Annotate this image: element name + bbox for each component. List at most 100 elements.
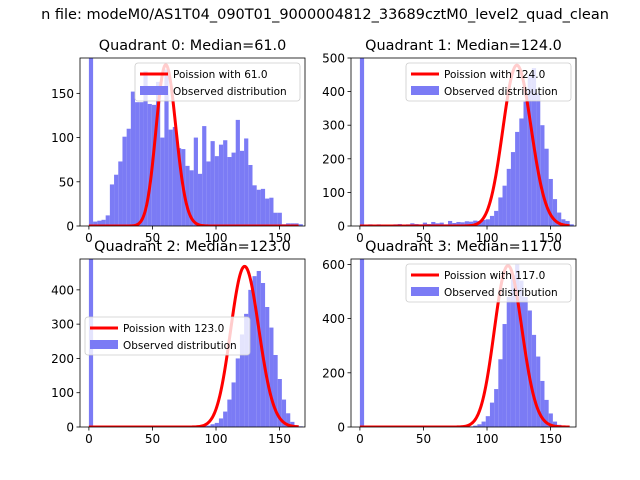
- x-tick-label: 150: [268, 432, 291, 446]
- legend-label-poisson: Poission with 123.0: [123, 323, 224, 335]
- histogram-bar: [481, 421, 486, 427]
- histogram-bar: [273, 355, 278, 427]
- y-tick-label: 200: [322, 152, 345, 166]
- histogram-bar: [536, 93, 541, 226]
- axes-frame: [79, 258, 306, 428]
- histogram-bar: [227, 399, 232, 427]
- histogram-bar: [506, 296, 511, 427]
- legend-bar-swatch: [411, 86, 439, 95]
- histogram-bar: [244, 138, 249, 226]
- x-tick-label: 0: [85, 231, 93, 245]
- poisson-curve: [359, 264, 570, 427]
- histogram-bar: [431, 221, 436, 226]
- histogram-bar: [126, 128, 131, 226]
- histogram-bar: [523, 101, 528, 226]
- histogram-bar: [93, 221, 98, 226]
- histogram-bar: [277, 379, 282, 427]
- histogram-bar: [359, 259, 365, 427]
- histogram-bar: [109, 184, 115, 226]
- x-tick-label: 150: [539, 231, 562, 245]
- histogram-bar: [160, 137, 165, 226]
- y-tick-label: 150: [51, 87, 74, 101]
- y-tick-label: 100: [51, 131, 74, 145]
- legend-label-observed: Observed distribution: [173, 86, 287, 98]
- x-tick-label: 50: [416, 432, 431, 446]
- histogram-bar: [489, 402, 495, 427]
- legend-box: [134, 62, 301, 102]
- histogram-bar: [206, 425, 211, 427]
- histogram-bar: [248, 289, 253, 427]
- histogram-bar: [527, 74, 532, 226]
- x-tick-label: 100: [205, 432, 228, 446]
- histogram-bar: [485, 416, 490, 427]
- x-tick-label: 150: [268, 231, 291, 245]
- histogram-bar: [422, 222, 428, 226]
- histogram-bar: [468, 221, 474, 226]
- histogram-bar: [231, 382, 236, 427]
- histogram-bar: [231, 152, 236, 226]
- histogram-bar: [540, 380, 545, 427]
- quadrant-0-chart: 0 50 100 150 0 50 100 150 Quadrant 0: Median=61.…: [51, 38, 306, 245]
- x-tick-label: 0: [356, 231, 364, 245]
- histogram-bar: [548, 413, 553, 427]
- quadrant-3-legend: Poission with 117.0 Observed distribution: [405, 263, 572, 303]
- histogram-bar: [544, 148, 549, 226]
- histogram-bar: [515, 264, 520, 427]
- histogram-bar: [565, 220, 570, 226]
- x-tick-label: 50: [145, 231, 160, 245]
- histogram-bar: [235, 119, 240, 226]
- histogram-bar: [519, 280, 524, 427]
- legend-bar-swatch: [411, 287, 439, 296]
- histogram-bar: [290, 421, 295, 427]
- histogram-bar: [494, 210, 499, 226]
- histogram-bar: [197, 173, 203, 226]
- histogram-bar: [265, 198, 270, 226]
- quadrant-1-legend: Poission with 124.0 Observed distribution: [405, 62, 572, 102]
- y-tick-label: 50: [59, 175, 74, 189]
- axes-frame: [350, 57, 577, 227]
- axes-frame: [350, 258, 577, 428]
- legend-label-observed: Observed distribution: [444, 86, 558, 98]
- y-tick-label: 0: [337, 421, 345, 435]
- histogram-bar: [569, 224, 574, 226]
- histogram-bar: [473, 425, 478, 427]
- histogram-bar: [176, 148, 182, 226]
- y-tick-label: 100: [51, 386, 74, 400]
- histogram-bar: [527, 310, 532, 427]
- quadrant-3-title: Quadrant 3: Median=117.0: [365, 239, 562, 255]
- histogram-bar: [252, 276, 257, 427]
- y-tick-label: 200: [322, 366, 345, 380]
- poisson-curve: [88, 63, 299, 226]
- quadrant-2-title: Quadrant 2: Median=123.0: [94, 239, 291, 255]
- legend-label-observed: Observed distribution: [123, 340, 237, 352]
- histogram-bar: [281, 399, 287, 427]
- y-tick-label: 600: [322, 258, 345, 272]
- histogram-bar: [147, 103, 152, 226]
- y-tick-label: 0: [66, 220, 74, 234]
- histogram-bar: [223, 411, 228, 427]
- quadrant-2-legend: Poission with 123.0 Observed distribution: [84, 316, 251, 356]
- legend-label-poisson: Poission with 61.0: [173, 69, 268, 81]
- histogram-bar: [252, 185, 257, 226]
- x-tick-label: 150: [539, 432, 562, 446]
- x-tick-label: 0: [356, 432, 364, 446]
- histogram-bar: [531, 334, 537, 427]
- histogram-bar: [439, 222, 444, 226]
- histogram-bar: [536, 356, 541, 427]
- histogram-bar: [498, 359, 503, 427]
- histogram-bar: [130, 91, 136, 226]
- histogram-bar: [277, 212, 282, 226]
- y-tick-label: 400: [51, 283, 74, 297]
- histogram-bar: [498, 197, 503, 226]
- y-tick-label: 0: [337, 220, 345, 234]
- quadrant-1-title: Quadrant 1: Median=124.0: [365, 38, 562, 54]
- histogram-bar: [452, 222, 457, 226]
- x-tick-label: 0: [85, 432, 93, 446]
- histogram-bar: [557, 212, 562, 226]
- y-tick-label: 100: [322, 186, 345, 200]
- histogram-bar: [151, 104, 157, 226]
- histogram-bar: [485, 219, 490, 226]
- quadrant-2-chart: 0 50 100 150 0 100 200 300 400 Quadrant 2: Median…: [51, 239, 306, 446]
- histogram-bar: [189, 170, 194, 226]
